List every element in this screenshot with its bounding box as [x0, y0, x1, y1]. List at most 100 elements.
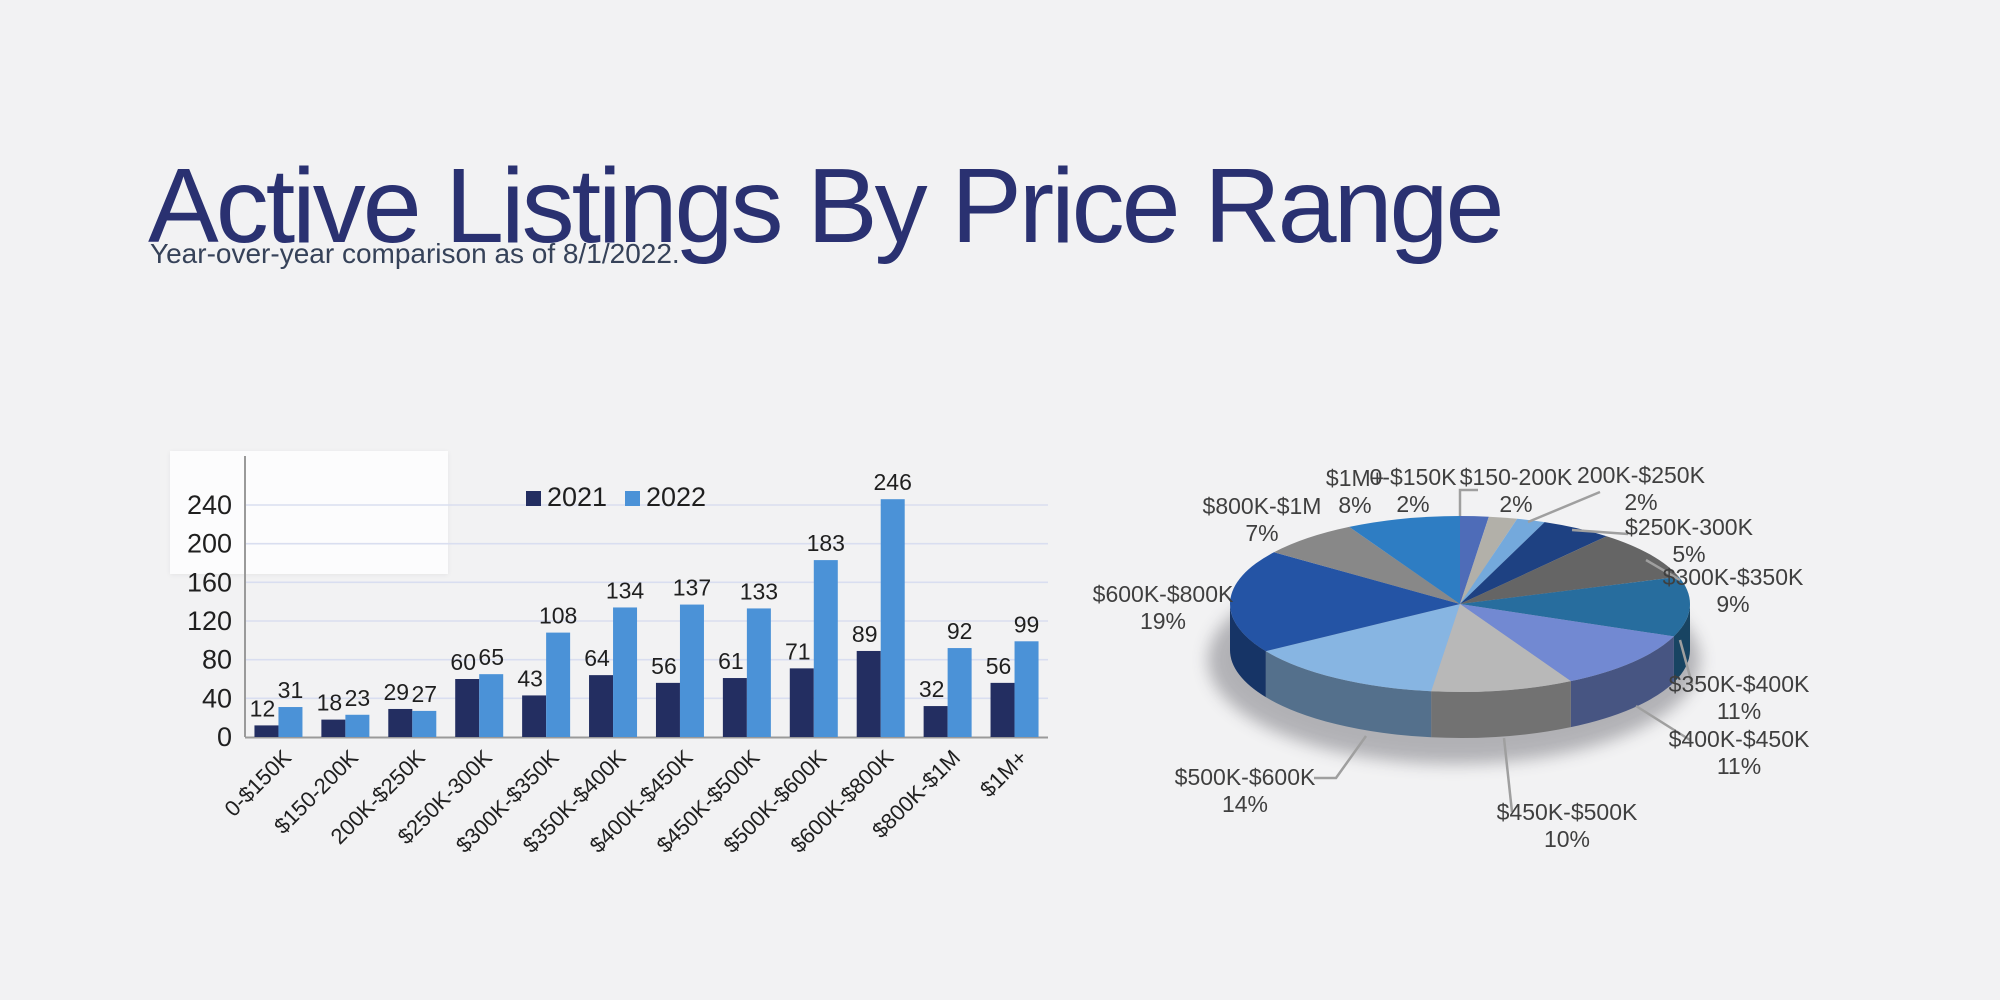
pie-slice-0-$150K: [1460, 516, 1489, 604]
bar-2021: [254, 725, 279, 737]
pie-label-$800K-$1M: $800K-$1M: [1203, 493, 1322, 519]
pie-label-$300K-$350K: $300K-$350K: [1663, 564, 1804, 590]
bar-value-label: 23: [345, 685, 371, 711]
bar-value-label: 29: [383, 679, 409, 705]
pie-leader-$400K-$450K: [1635, 704, 1691, 742]
pie-label-pct-$400K-$450K: 11%: [1717, 753, 1761, 779]
y-tick-label: 200: [187, 529, 232, 559]
y-tick-label: 240: [187, 490, 232, 520]
pie-label-pct-200K-$250K: 2%: [1624, 489, 1657, 515]
bar-2022: [880, 499, 905, 737]
pie-slice-side-$400K-$450K: [1570, 636, 1674, 728]
pie-slice-$1M+: [1349, 516, 1460, 604]
pie-leader-$350K-$400K: [1678, 639, 1694, 685]
bar-value-label: 99: [1014, 611, 1040, 637]
pie-slice-$800K-$1M: [1273, 526, 1460, 604]
pie-slice-$300K-$350K: [1460, 536, 1679, 604]
y-tick-label: 120: [187, 606, 232, 636]
pie-chart-svg: 0-$150K2%$150-200K2%200K-$250K2%$250K-30…: [1093, 462, 1810, 852]
pie-label-$350K-$400K: $350K-$400K: [1669, 671, 1810, 697]
pie-label-$500K-$600K: $500K-$600K: [1175, 764, 1316, 790]
bar-value-label: 60: [450, 649, 476, 675]
bar-2022: [1014, 641, 1039, 737]
bar-2021: [455, 679, 480, 737]
bar-value-label: 64: [584, 645, 610, 671]
pie-label-pct-$350K-$400K: 11%: [1717, 698, 1761, 724]
bar-2021: [522, 695, 547, 737]
pie-slice-$500K-$600K: [1265, 604, 1460, 692]
pie-slice-side-$450K-$500K: [1431, 681, 1571, 738]
x-category-label: $1M+: [975, 745, 1032, 802]
bar-value-label: 71: [785, 638, 811, 664]
bar-value-label: 43: [517, 665, 543, 691]
chart-background-panel: [170, 451, 448, 574]
bar-2021: [589, 675, 614, 737]
bar-value-label: 56: [986, 653, 1012, 679]
pie-label-$450K-$500K: $450K-$500K: [1497, 799, 1638, 825]
y-tick-label: 0: [217, 722, 232, 752]
bar-value-label: 137: [673, 575, 711, 601]
y-tick-label: 160: [187, 567, 232, 597]
y-tick-label: 80: [202, 645, 232, 675]
bar-value-label: 27: [411, 681, 437, 707]
pie-slice-$400K-$450K: [1460, 604, 1674, 682]
pie-label-pct-$600K-$800K: 19%: [1140, 608, 1186, 634]
bar-2021: [789, 668, 814, 737]
bar-2022: [479, 674, 504, 737]
bar-2022: [947, 648, 972, 737]
bar-2021: [655, 682, 680, 737]
bar-value-label: 246: [874, 469, 912, 495]
pie-label-pct-$250K-300K: 5%: [1672, 541, 1705, 567]
bar-2022: [546, 632, 571, 737]
page-title: Active Listings By Price Range: [148, 147, 1504, 266]
pie-label-pct-$150-200K: 2%: [1499, 491, 1532, 517]
pie-label-0-$150K: 0-$150K: [1370, 464, 1458, 490]
pie-label-pct-$500K-$600K: 14%: [1222, 791, 1268, 817]
bar-2022: [813, 560, 838, 737]
pie-slice-side-$600K-$800K: [1230, 604, 1266, 698]
bar-2021: [990, 682, 1015, 737]
pie-slice-$600K-$800K: [1230, 552, 1460, 652]
bar-2022: [278, 707, 303, 737]
pie-label-pct-$1M+: 8%: [1338, 492, 1371, 518]
bar-chart: 0 40 80 120 160 200 240 12 31 0-$150K 18 23 $150-200…: [150, 440, 1070, 880]
bar-2021: [856, 650, 881, 737]
pie-label-pct-$450K-$500K: 10%: [1544, 826, 1590, 852]
pie-leader-$150-200K: [1458, 488, 1478, 516]
bar-value-label: 92: [947, 618, 973, 644]
pie-slice-200K-$250K: [1460, 518, 1545, 604]
pie-slice-$350K-$400K: [1460, 576, 1690, 637]
pie-label-$250K-300K: $250K-300K: [1625, 514, 1754, 540]
pie-label-pct-0-$150K: 2%: [1396, 491, 1429, 517]
y-tick-label: 40: [202, 683, 232, 713]
pie-chart: 0-$150K 2% $150-200K 2% 200K-$250K 2% $250K-30…: [1080, 430, 1920, 900]
bar-2021: [321, 719, 346, 737]
pie-label-200K-$250K: 200K-$250K: [1577, 462, 1706, 488]
pie-label-pct-$300K-$350K: 9%: [1716, 591, 1749, 617]
pie-slice-$450K-$500K: [1431, 604, 1571, 692]
legend-label-2022: 2022: [646, 482, 706, 512]
legend-label-2021: 2021: [547, 482, 607, 512]
pie-leader-$300K-$350K: [1645, 558, 1681, 582]
bar-value-label: 133: [740, 578, 778, 604]
bar-2021: [722, 678, 747, 737]
pie-slice-$250K-300K: [1460, 522, 1607, 604]
pie-slice-$150-200K: [1460, 516, 1518, 604]
bar-value-label: 31: [278, 677, 304, 703]
pie-label-pct-$800K-$1M: 7%: [1245, 520, 1278, 546]
bar-value-label: 65: [478, 644, 504, 670]
page-subtitle: Year-over-year comparison as of 8/1/2022…: [150, 238, 680, 269]
legend-swatch-2022: [625, 491, 640, 506]
legend-swatch-2021: [526, 491, 541, 506]
bar-2022: [613, 607, 638, 737]
pie-label-$400K-$450K: $400K-$450K: [1669, 726, 1810, 752]
pie-label-$1M+: $1M+: [1326, 465, 1384, 491]
bar-value-label: 61: [718, 648, 744, 674]
pie-leader-$250K-300K: [1571, 528, 1629, 536]
bar-2022: [679, 604, 704, 737]
bar-2021: [388, 708, 413, 737]
pie-leader-$450K-$500K: [1502, 737, 1514, 813]
bar-value-label: 12: [250, 695, 276, 721]
